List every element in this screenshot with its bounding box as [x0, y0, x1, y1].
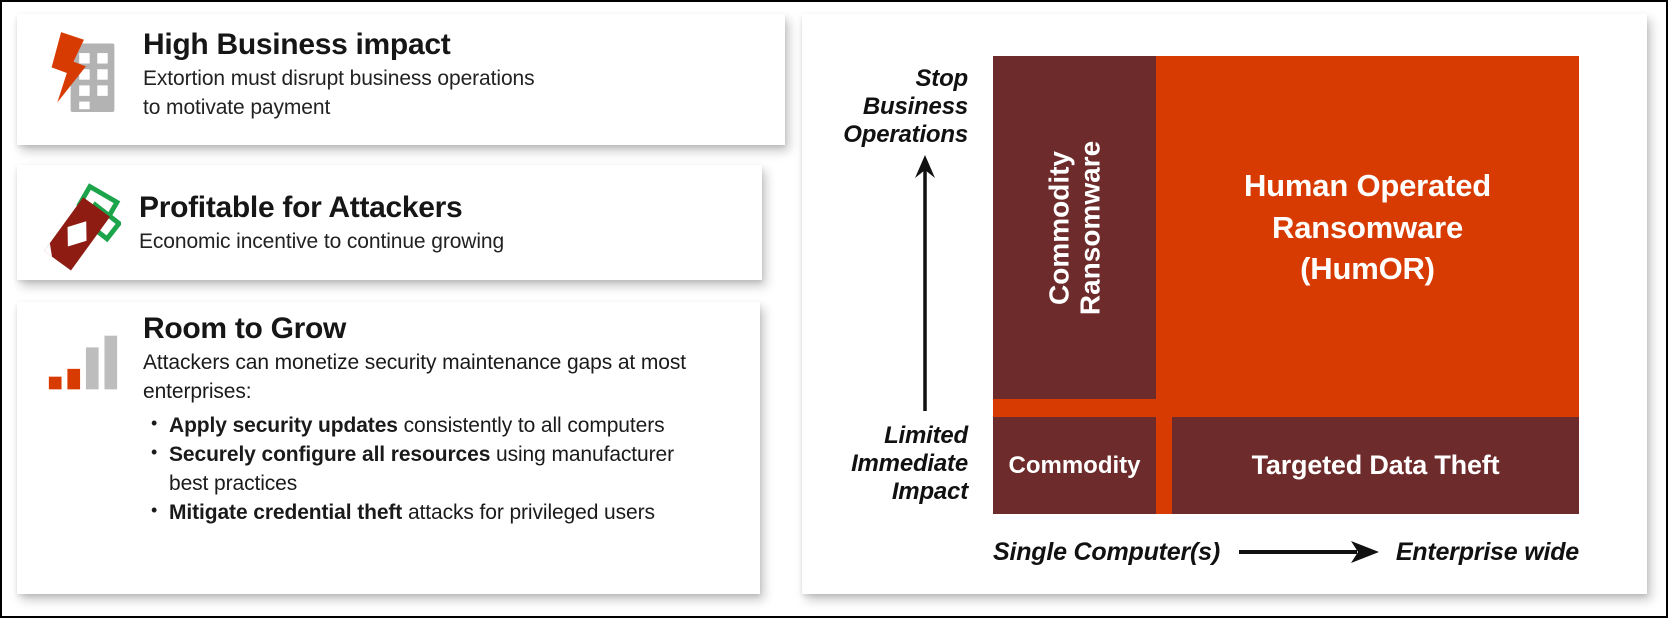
cell-commodity-ransomware: Commodity Ransomware	[993, 56, 1156, 399]
y-axis-label-bottom: Limited Immediate Impact	[851, 422, 968, 505]
building-lightning-icon	[51, 32, 115, 113]
card-title: High Business impact	[143, 28, 451, 61]
card-description: Extortion must disrupt business operatio…	[143, 67, 535, 119]
x-axis-label-right: Enterprise wide	[1395, 537, 1579, 566]
card-description: Economic incentive to continue growing	[139, 230, 505, 253]
quadrant-chart-panel: Stop Business Operations Limited Immedia…	[802, 14, 1647, 594]
x-axis-label-left: Single Computer(s)	[993, 537, 1220, 566]
cell-commodity: Commodity	[993, 417, 1156, 514]
cell-targeted-data-theft: Targeted Data Theft	[1172, 417, 1579, 514]
y-axis-arrow-icon	[915, 155, 935, 411]
quadrant-grid: Commodity Ransomware Human Operated Rans…	[993, 56, 1579, 514]
card-room-to-grow: Room to Grow Attackers can monetize secu…	[17, 302, 760, 594]
bullet-glyph: •	[151, 412, 158, 433]
y-axis-label-top: Stop Business Operations	[843, 65, 968, 148]
card-title: Room to Grow	[143, 312, 347, 345]
list-item: • Securely configure all resources using …	[151, 441, 674, 495]
growth-bars-icon	[48, 335, 118, 390]
money-bills-icon	[44, 183, 121, 271]
bullet-glyph: •	[151, 441, 158, 462]
card-title: Profitable for Attackers	[139, 191, 463, 224]
x-axis: Single Computer(s) Enterprise wide	[993, 535, 1579, 569]
cell-label: Commodity Ransomware	[1043, 140, 1106, 315]
card-high-business-impact: High Business impact Extortion must disr…	[17, 14, 785, 145]
card-profitable-for-attackers: Profitable for Attackers Economic incent…	[17, 165, 762, 280]
list-item: • Mitigate credential theft attacks for p…	[151, 499, 655, 524]
bullet-glyph: •	[151, 499, 158, 520]
list-item: • Apply security updates consistently to …	[151, 412, 665, 437]
x-axis-arrow-icon	[1238, 541, 1379, 563]
mitigation-list: • Apply security updates consistently to …	[143, 412, 715, 528]
cell-human-operated-ransomware: Human Operated Ransomware (HumOR)	[1244, 168, 1491, 287]
card-intro: Attackers can monetize security maintena…	[143, 351, 686, 403]
